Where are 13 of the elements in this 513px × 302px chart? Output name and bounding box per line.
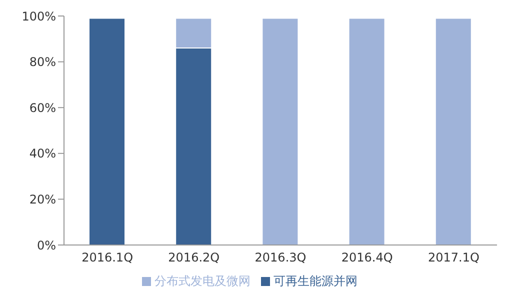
y-tick-label: 60% (29, 100, 56, 115)
x-tick-label: 2016.3Q (254, 250, 306, 265)
x-tick-label: 2016.4Q (341, 250, 393, 265)
legend-label: 可再生能源并网 (274, 274, 358, 288)
legend-label: 分布式发电及微网 (154, 274, 250, 288)
x-tick-label: 2016.1Q (82, 250, 134, 265)
y-tick-label: 0% (36, 238, 56, 252)
y-tick-label: 80% (29, 55, 56, 70)
x-tick-label: 2016.2Q (168, 250, 220, 265)
x-tick-label: 2017.1Q (428, 250, 480, 265)
y-tick-label: 40% (29, 146, 56, 161)
y-tick-label: 100% (22, 9, 56, 24)
y-tick-label: 20% (29, 192, 56, 206)
